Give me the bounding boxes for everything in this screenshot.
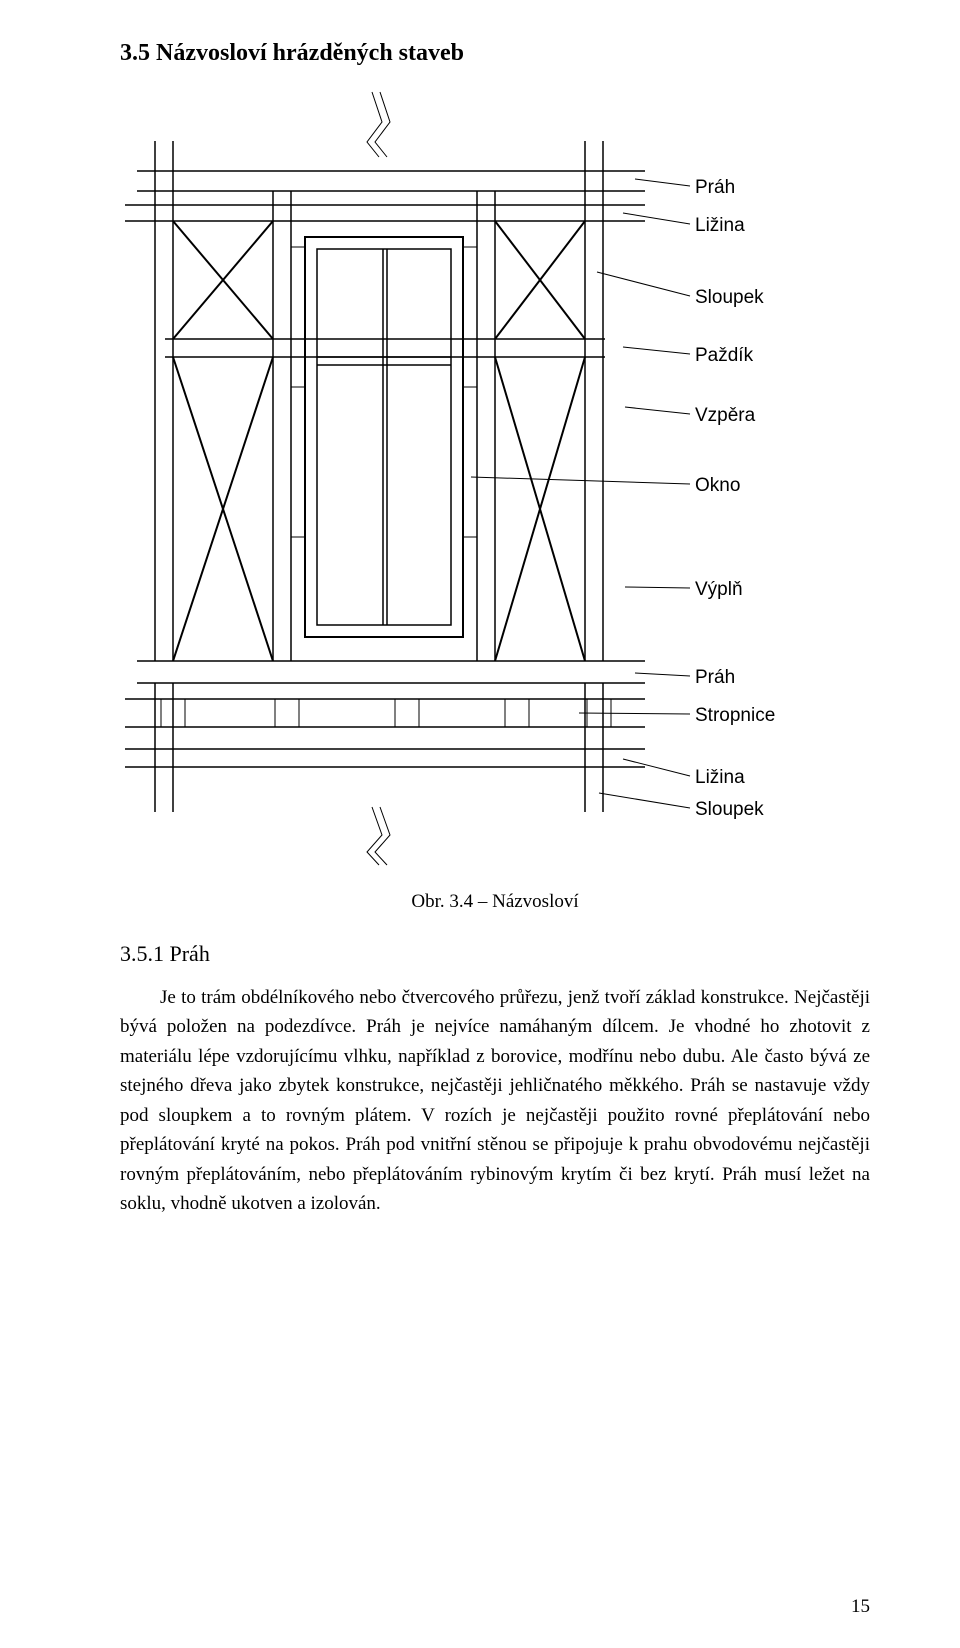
timbered-frame-diagram: Práh Ližina Sloupek Paždík Vzpěra Okno Výplň Pr… <box>125 87 865 867</box>
diagram-label: Stropnice <box>695 705 775 727</box>
paragraph-text: Je to trám obdélníkového nebo čtvercovéh… <box>120 983 870 1219</box>
diagram-label: Práh <box>695 177 735 199</box>
page-number: 15 <box>851 1596 870 1618</box>
section-heading: 3.5 Názvosloví hrázděných staveb <box>120 40 870 67</box>
diagram-label: Ližina <box>695 767 745 789</box>
diagram-label: Vzpěra <box>695 405 755 427</box>
page: 3.5 Názvosloví hrázděných staveb <box>0 0 960 1648</box>
diagram-label: Sloupek <box>695 799 764 821</box>
diagram-label: Okno <box>695 475 740 497</box>
subsection-heading: 3.5.1 Práh <box>120 941 870 967</box>
figure-caption: Obr. 3.4 – Názvosloví <box>120 891 870 913</box>
diagram-label: Paždík <box>695 345 753 367</box>
diagram-label: Sloupek <box>695 287 764 309</box>
diagram-label: Ližina <box>695 215 745 237</box>
frame-drawing <box>125 87 645 867</box>
frame-svg <box>125 87 645 867</box>
diagram-label: Výplň <box>695 579 743 601</box>
figure-wrap: Práh Ližina Sloupek Paždík Vzpěra Okno Výplň Pr… <box>120 87 870 867</box>
diagram-label: Práh <box>695 667 735 689</box>
